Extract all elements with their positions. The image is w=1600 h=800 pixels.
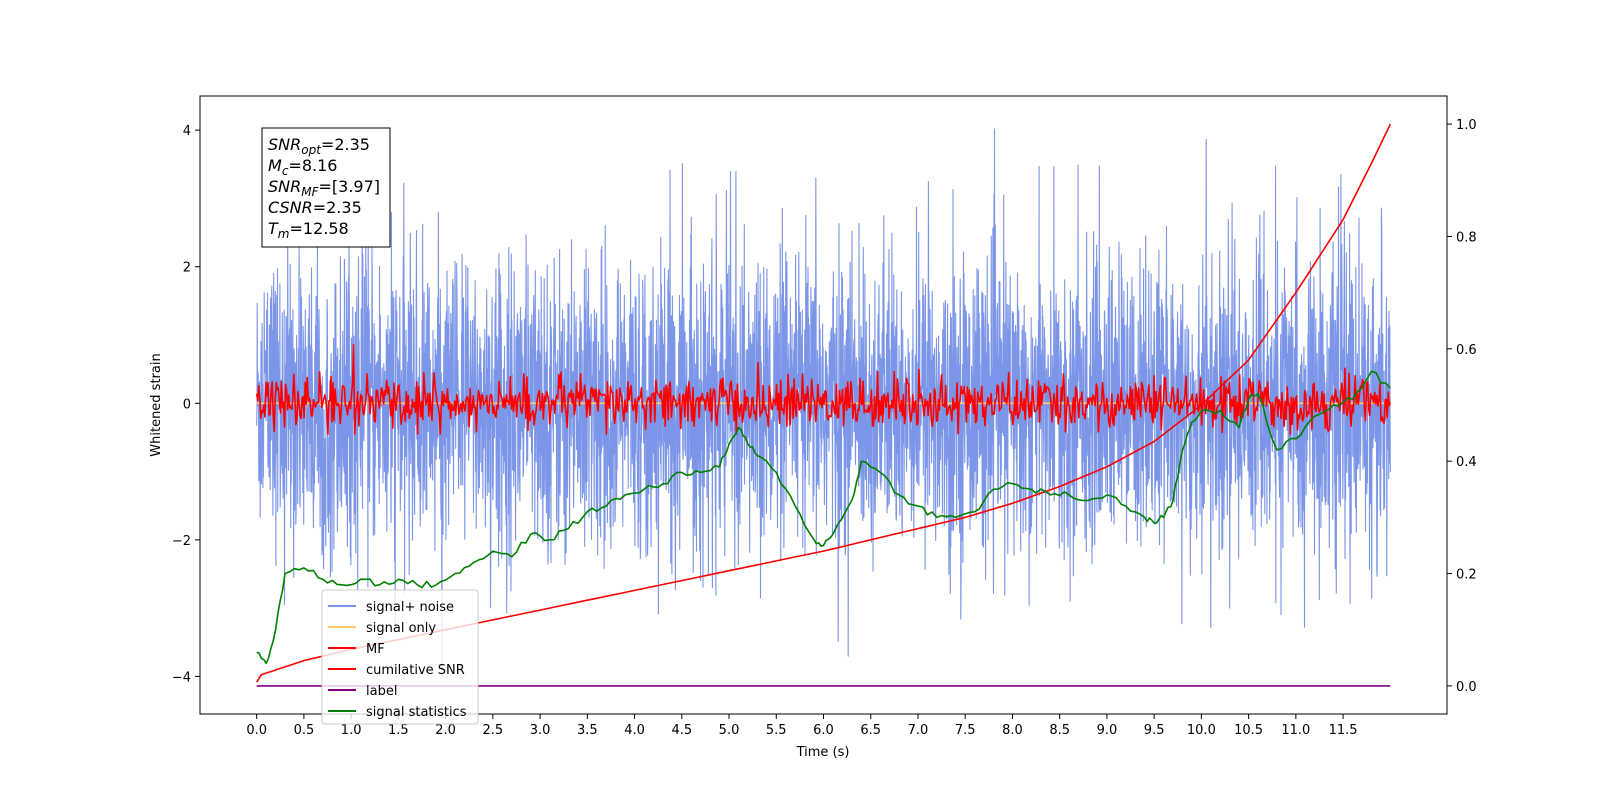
x-tick-label: 10.0 bbox=[1187, 723, 1216, 738]
legend-label: MF bbox=[366, 642, 385, 657]
x-tick-label: 5.5 bbox=[766, 723, 787, 738]
legend-label: label bbox=[366, 684, 397, 699]
x-tick-label: 9.0 bbox=[1097, 723, 1118, 738]
x-tick-label: 10.5 bbox=[1234, 723, 1263, 738]
x-tick-label: 2.0 bbox=[435, 723, 456, 738]
x-tick-label: 11.0 bbox=[1281, 723, 1310, 738]
series-line-signal-statistics bbox=[256, 370, 1391, 665]
y-right-tick-label: 0.6 bbox=[1456, 343, 1477, 358]
annotation-line: SNRopt=2.35 bbox=[268, 135, 370, 157]
annotation-line: CSNR=2.35 bbox=[268, 198, 362, 217]
legend-label: signal statistics bbox=[366, 705, 467, 720]
legend-label: signal only bbox=[366, 621, 436, 636]
x-tick-label: 9.5 bbox=[1144, 723, 1165, 738]
legend: signal+ noise signal only MF cumilative SNR… bbox=[321, 589, 479, 725]
annotation-line: Mc=8.16 bbox=[268, 156, 337, 178]
x-tick-label: 0.0 bbox=[246, 723, 267, 738]
legend-label: signal+ noise bbox=[366, 600, 454, 615]
x-tick-label: 1.5 bbox=[388, 723, 409, 738]
y-right-tick-label: 0.8 bbox=[1456, 230, 1477, 245]
x-axis-label: Time (s) bbox=[796, 745, 850, 760]
x-tick-label: 4.5 bbox=[671, 723, 692, 738]
series-line-mf bbox=[255, 343, 1392, 435]
x-tick-label: 0.5 bbox=[294, 723, 315, 738]
annotation-line: Tm=12.58 bbox=[268, 219, 349, 241]
x-tick-label: 11.5 bbox=[1329, 723, 1358, 738]
x-tick-label: 8.0 bbox=[1002, 723, 1023, 738]
y-right-tick-label: 0.2 bbox=[1456, 568, 1477, 583]
y-left-tick-label: 0 bbox=[183, 397, 191, 412]
y-left-tick-label: 2 bbox=[183, 261, 191, 276]
x-tick-label: 8.5 bbox=[1049, 723, 1070, 738]
x-tick-label: 4.0 bbox=[624, 723, 645, 738]
y-left-tick-label: −4 bbox=[172, 670, 191, 685]
y-right-tick-label: 0.4 bbox=[1456, 455, 1477, 470]
x-tick-label: 6.5 bbox=[860, 723, 881, 738]
legend-label: cumilative SNR bbox=[366, 663, 465, 678]
y-axis-label-left: Whitened strain bbox=[149, 353, 164, 456]
annotation-line: SNRMF=[3.97] bbox=[268, 177, 380, 199]
x-tick-label: 3.5 bbox=[577, 723, 598, 738]
y-right-tick-label: 0.0 bbox=[1456, 680, 1477, 695]
y-left-tick-label: 4 bbox=[183, 124, 191, 139]
x-tick-label: 5.0 bbox=[719, 723, 740, 738]
x-tick-label: 7.5 bbox=[955, 723, 976, 738]
x-tick-label: 2.5 bbox=[483, 723, 504, 738]
y-right-tick-label: 1.0 bbox=[1456, 118, 1477, 133]
x-tick-label: 6.0 bbox=[813, 723, 834, 738]
x-tick-label: 1.0 bbox=[341, 723, 362, 738]
y-left-tick-label: −2 bbox=[172, 534, 191, 549]
x-tick-label: 7.0 bbox=[908, 723, 929, 738]
x-tick-label: 3.0 bbox=[530, 723, 551, 738]
